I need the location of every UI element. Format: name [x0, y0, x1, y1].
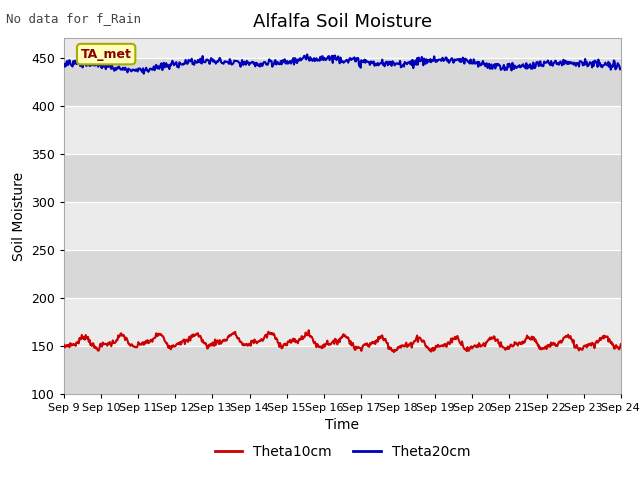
Theta10cm [390, 349, 397, 355]
Theta20cm [214, 59, 222, 65]
Bar [64, 346, 621, 394]
Title: Alfalfa Soil Moisture: Alfalfa Soil Moisture [253, 13, 432, 31]
Bar [64, 38, 621, 58]
Theta20cm [428, 57, 436, 63]
Theta10cm [184, 339, 192, 345]
Theta20cm [127, 69, 135, 74]
Theta20cm [185, 57, 193, 63]
Theta10cm [428, 346, 436, 351]
Y-axis label: Soil Moisture: Soil Moisture [12, 171, 26, 261]
Theta20cm [617, 65, 625, 71]
Theta10cm [60, 342, 68, 348]
Theta20cm [140, 71, 148, 77]
Theta10cm [127, 341, 135, 347]
Theta20cm [412, 58, 419, 63]
Line: Theta10cm: Theta10cm [64, 330, 621, 352]
Text: TA_met: TA_met [81, 48, 132, 60]
Theta20cm [60, 63, 68, 69]
Theta10cm [214, 337, 221, 343]
Theta20cm [303, 51, 311, 57]
Theta20cm [70, 61, 78, 67]
Text: No data for f_Rain: No data for f_Rain [6, 12, 141, 25]
Bar [64, 106, 621, 154]
Line: Theta20cm: Theta20cm [64, 54, 621, 74]
Bar [64, 250, 621, 298]
Bar [64, 58, 621, 106]
Theta10cm [305, 327, 312, 333]
Theta10cm [70, 342, 78, 348]
Bar [64, 154, 621, 202]
Bar [64, 298, 621, 346]
Theta10cm [412, 337, 419, 343]
X-axis label: Time: Time [325, 418, 360, 432]
Bar [64, 202, 621, 250]
Legend: Theta10cm, Theta20cm: Theta10cm, Theta20cm [209, 440, 476, 465]
Theta10cm [617, 341, 625, 347]
